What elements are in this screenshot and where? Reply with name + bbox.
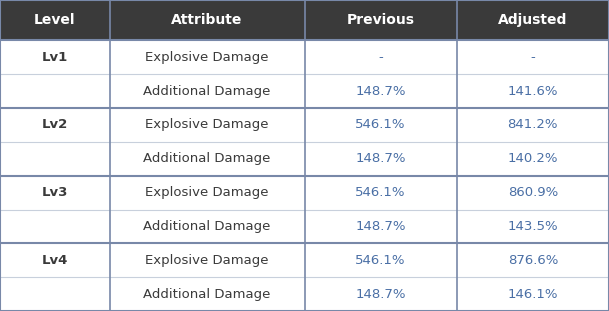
Text: Previous: Previous: [347, 13, 415, 27]
Text: 148.7%: 148.7%: [356, 288, 406, 301]
Text: 141.6%: 141.6%: [508, 85, 558, 98]
Bar: [0, 74, 609, 108]
Bar: [0, 210, 609, 243]
Text: Attribute: Attribute: [171, 13, 243, 27]
Text: Lv4: Lv4: [41, 254, 68, 267]
Bar: [0, 40, 609, 74]
Text: 148.7%: 148.7%: [356, 220, 406, 233]
Bar: [0, 243, 609, 277]
Text: 148.7%: 148.7%: [356, 152, 406, 165]
Text: Level: Level: [34, 13, 76, 27]
Bar: [0, 0, 609, 40]
Bar: [0, 142, 609, 176]
Text: Explosive Damage: Explosive Damage: [146, 118, 269, 132]
Text: 546.1%: 546.1%: [356, 254, 406, 267]
Text: 546.1%: 546.1%: [356, 118, 406, 132]
Text: Explosive Damage: Explosive Damage: [146, 51, 269, 64]
Text: 140.2%: 140.2%: [508, 152, 558, 165]
Text: 146.1%: 146.1%: [508, 288, 558, 301]
Text: 148.7%: 148.7%: [356, 85, 406, 98]
Text: Additional Damage: Additional Damage: [143, 220, 271, 233]
Text: -: -: [530, 51, 535, 64]
Text: -: -: [378, 51, 383, 64]
Text: 143.5%: 143.5%: [507, 220, 558, 233]
Bar: [0, 176, 609, 210]
Text: 876.6%: 876.6%: [508, 254, 558, 267]
Text: Additional Damage: Additional Damage: [143, 152, 271, 165]
Text: Additional Damage: Additional Damage: [143, 85, 271, 98]
Text: Lv2: Lv2: [41, 118, 68, 132]
Text: Explosive Damage: Explosive Damage: [146, 186, 269, 199]
Text: 860.9%: 860.9%: [508, 186, 558, 199]
Text: 546.1%: 546.1%: [356, 186, 406, 199]
Bar: [0, 108, 609, 142]
Bar: [0, 277, 609, 311]
Text: Additional Damage: Additional Damage: [143, 288, 271, 301]
Text: Explosive Damage: Explosive Damage: [146, 254, 269, 267]
Text: Adjusted: Adjusted: [498, 13, 568, 27]
Text: 841.2%: 841.2%: [508, 118, 558, 132]
Text: Lv3: Lv3: [41, 186, 68, 199]
Text: Lv1: Lv1: [41, 51, 68, 64]
